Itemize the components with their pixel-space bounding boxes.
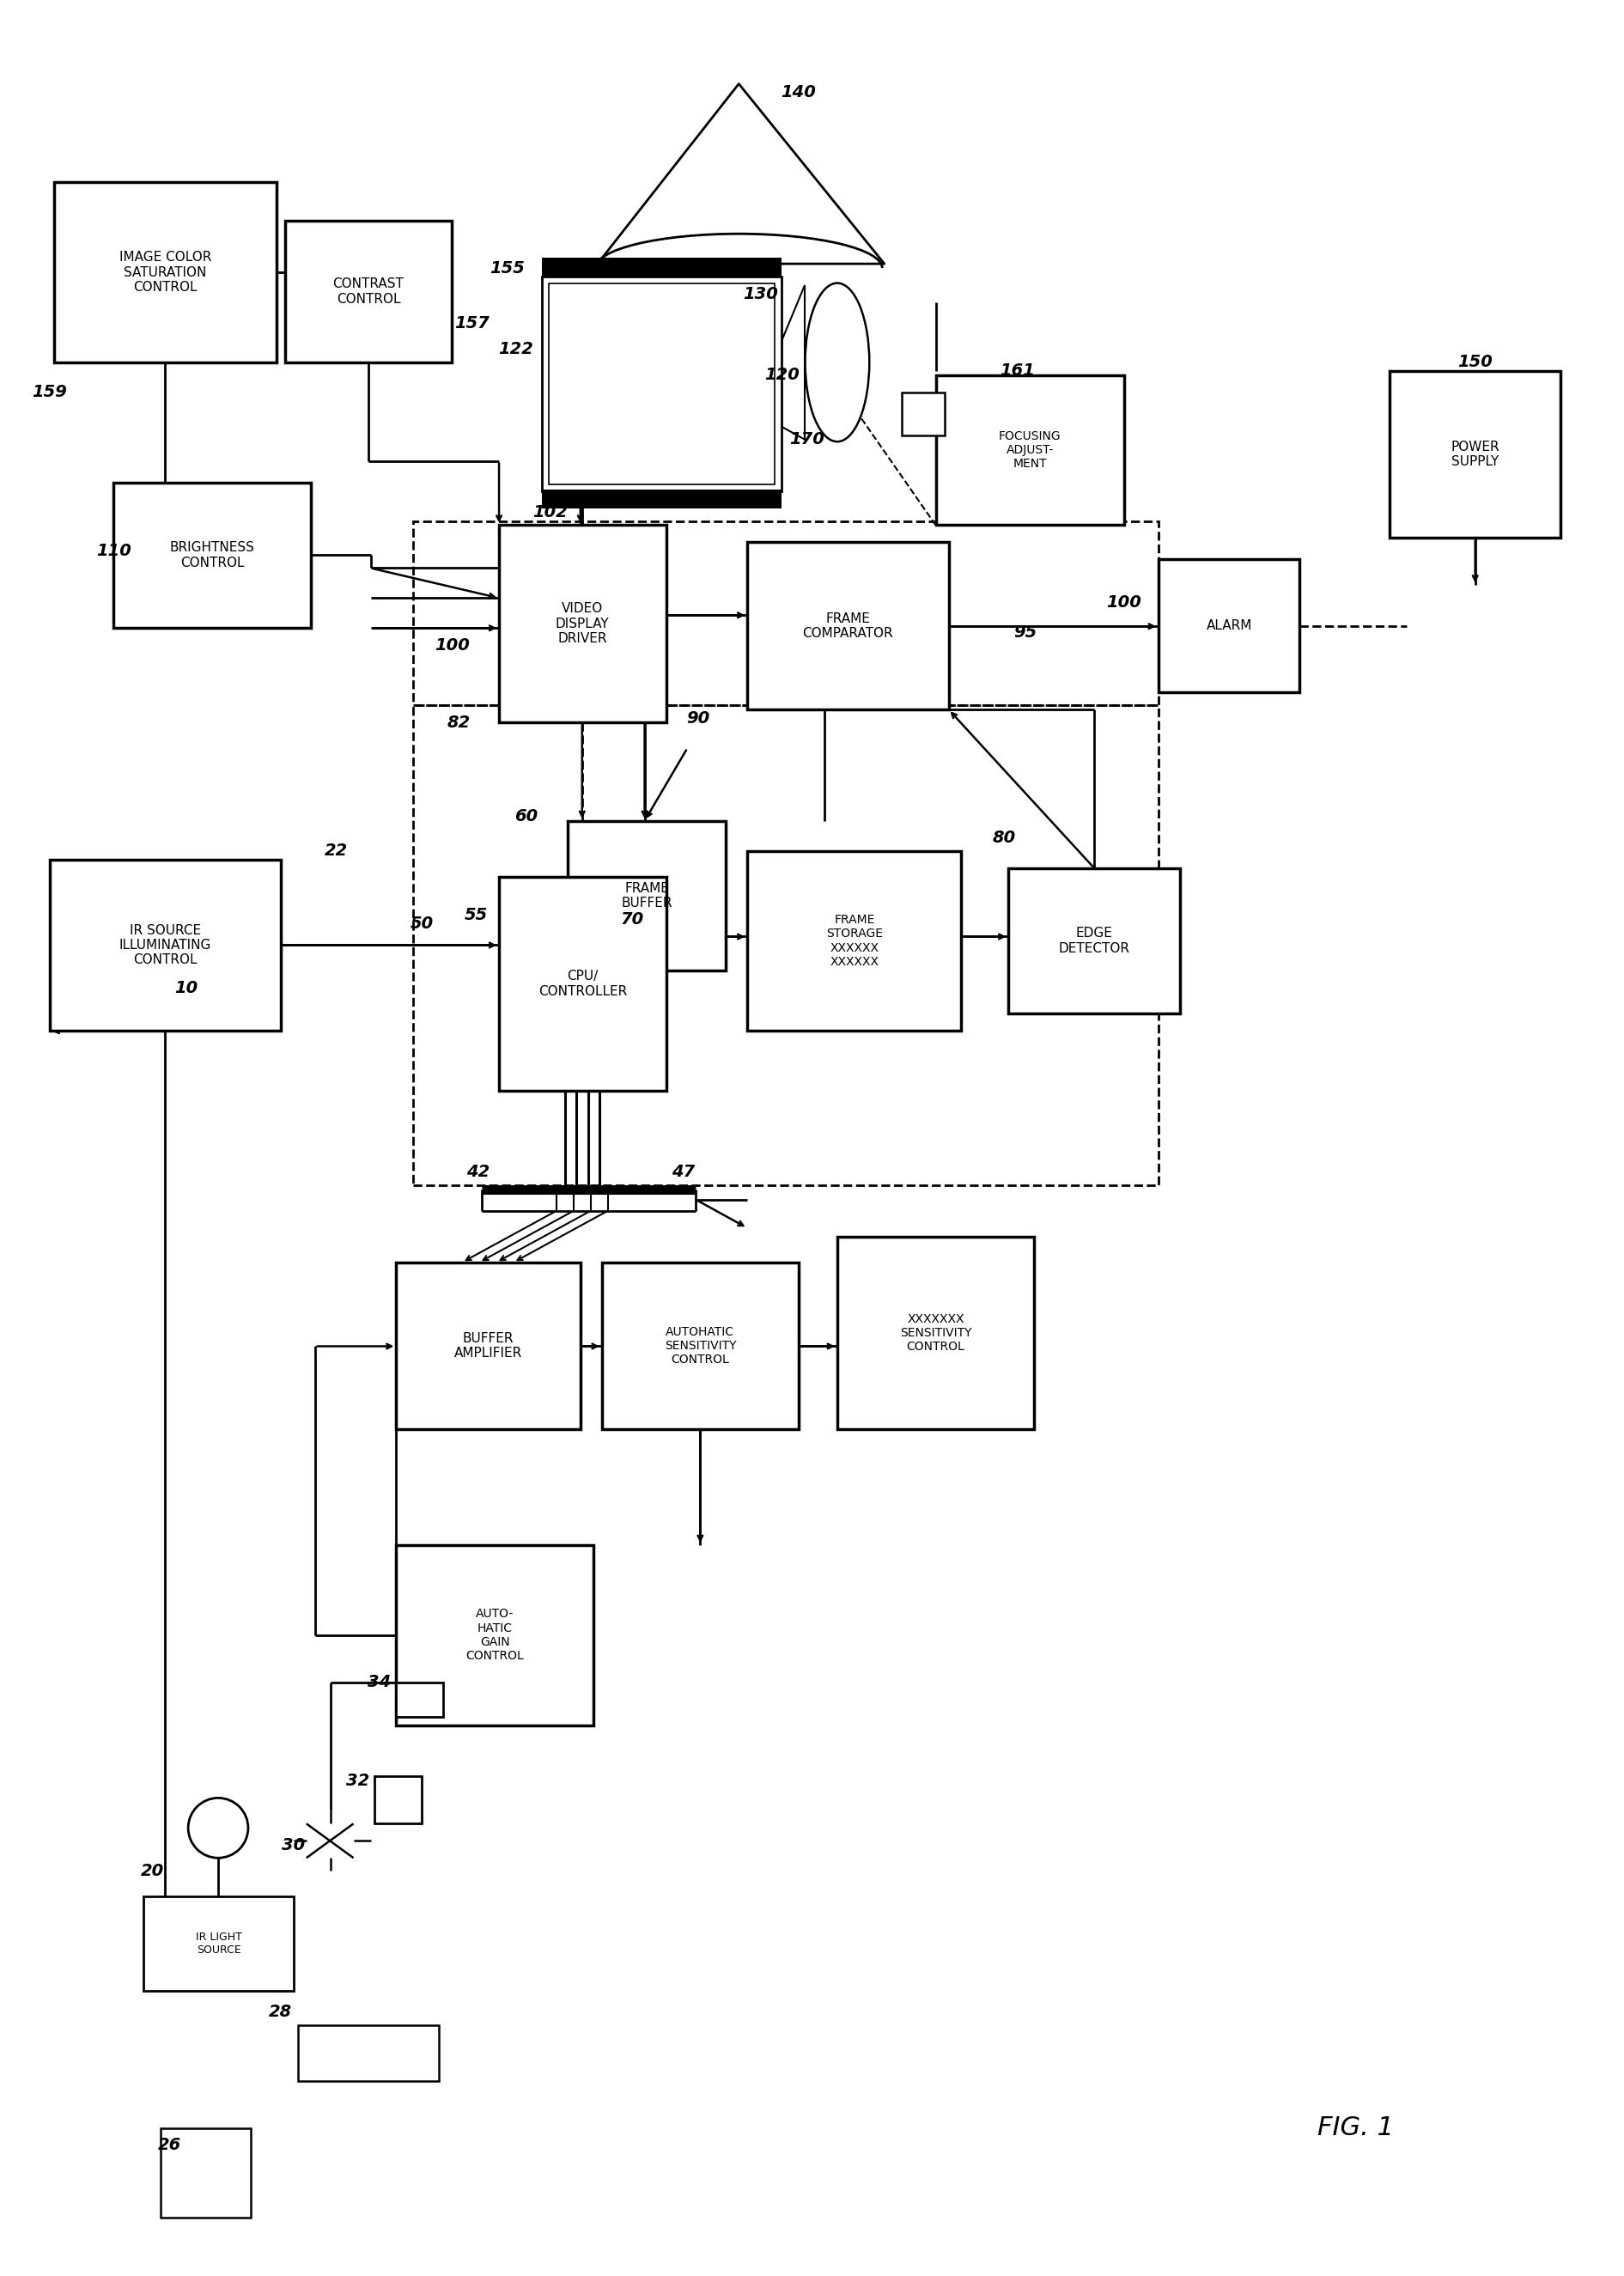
Text: 42: 42 <box>466 1163 489 1181</box>
Text: 110: 110 <box>96 542 132 560</box>
Text: 60: 60 <box>515 808 538 824</box>
Text: 120: 120 <box>763 366 799 382</box>
Text: POWER
SUPPLY: POWER SUPPLY <box>1450 442 1499 469</box>
Text: 157: 157 <box>455 316 489 332</box>
Text: 30: 30 <box>283 1837 305 1853</box>
Text: CPU/
CONTROLLER: CPU/ CONTROLLER <box>538 970 627 997</box>
FancyBboxPatch shape <box>499 876 666 1090</box>
Text: 122: 122 <box>499 341 534 357</box>
FancyBboxPatch shape <box>935 376 1124 526</box>
Text: 70: 70 <box>620 910 643 929</box>
Text: 100: 100 <box>434 637 469 653</box>
Text: FRAME
COMPARATOR: FRAME COMPARATOR <box>802 612 893 640</box>
Text: AUTOHATIC
SENSITIVITY
CONTROL: AUTOHATIC SENSITIVITY CONTROL <box>664 1327 736 1366</box>
Text: 155: 155 <box>490 259 525 275</box>
Text: EDGE
DETECTOR: EDGE DETECTOR <box>1059 926 1130 956</box>
FancyBboxPatch shape <box>284 221 451 362</box>
FancyBboxPatch shape <box>603 1263 799 1429</box>
FancyBboxPatch shape <box>114 483 310 628</box>
Polygon shape <box>781 284 806 439</box>
Text: 170: 170 <box>789 432 825 448</box>
Text: 26: 26 <box>158 2137 180 2153</box>
Bar <box>901 391 944 435</box>
Text: 20: 20 <box>141 1862 164 1880</box>
Text: BUFFER
AMPLIFIER: BUFFER AMPLIFIER <box>455 1331 523 1359</box>
FancyBboxPatch shape <box>838 1236 1034 1429</box>
FancyBboxPatch shape <box>567 822 726 972</box>
Text: XXXXXXX
SENSITIVITY
CONTROL: XXXXXXX SENSITIVITY CONTROL <box>900 1313 971 1352</box>
Text: 161: 161 <box>999 362 1034 380</box>
Text: BRIGHTNESS
CONTROL: BRIGHTNESS CONTROL <box>171 542 255 569</box>
FancyBboxPatch shape <box>549 284 775 485</box>
FancyBboxPatch shape <box>396 1545 593 1725</box>
Bar <box>396 1682 443 1716</box>
Text: 95: 95 <box>1013 624 1038 640</box>
FancyBboxPatch shape <box>747 542 948 710</box>
FancyBboxPatch shape <box>143 1896 294 1992</box>
Text: 22: 22 <box>325 842 348 858</box>
Text: 102: 102 <box>533 505 568 521</box>
FancyBboxPatch shape <box>1158 560 1299 692</box>
Text: 32: 32 <box>346 1773 369 1789</box>
FancyBboxPatch shape <box>747 851 961 1031</box>
Text: 159: 159 <box>32 385 67 401</box>
Text: CONTRAST
CONTROL: CONTRAST CONTROL <box>333 278 404 305</box>
Text: 47: 47 <box>671 1163 695 1181</box>
Text: 28: 28 <box>270 2005 292 2021</box>
Bar <box>375 1778 422 1823</box>
FancyBboxPatch shape <box>542 278 781 492</box>
Text: FIG. 1: FIG. 1 <box>1317 2114 1393 2139</box>
FancyBboxPatch shape <box>396 1263 580 1429</box>
Circle shape <box>188 1798 248 1857</box>
FancyBboxPatch shape <box>54 182 276 362</box>
Text: 90: 90 <box>685 710 710 726</box>
Text: 34: 34 <box>367 1675 391 1691</box>
Text: 10: 10 <box>175 981 198 997</box>
Text: 50: 50 <box>411 915 434 931</box>
Text: FRAME
BUFFER: FRAME BUFFER <box>622 883 672 910</box>
Text: FRAME
STORAGE
XXXXXX
XXXXXX: FRAME STORAGE XXXXXX XXXXXX <box>827 915 883 967</box>
Text: 100: 100 <box>1106 594 1142 610</box>
Text: IMAGE COLOR
SATURATION
CONTROL: IMAGE COLOR SATURATION CONTROL <box>119 250 211 294</box>
Text: 55: 55 <box>464 908 487 924</box>
Text: 130: 130 <box>742 284 778 303</box>
Bar <box>542 489 781 508</box>
Text: 80: 80 <box>992 831 1017 847</box>
FancyBboxPatch shape <box>1009 867 1179 1013</box>
Text: 150: 150 <box>1458 355 1492 371</box>
FancyBboxPatch shape <box>297 2026 438 2080</box>
Text: AUTO-
HATIC
GAIN
CONTROL: AUTO- HATIC GAIN CONTROL <box>466 1609 525 1661</box>
Ellipse shape <box>806 282 869 442</box>
FancyBboxPatch shape <box>161 2128 250 2217</box>
Text: IR SOURCE
ILLUMINATING
CONTROL: IR SOURCE ILLUMINATING CONTROL <box>119 924 211 967</box>
Text: VIDEO
DISPLAY
DRIVER: VIDEO DISPLAY DRIVER <box>555 603 609 644</box>
FancyBboxPatch shape <box>499 526 666 721</box>
FancyBboxPatch shape <box>49 860 281 1031</box>
Text: FOCUSING
ADJUST-
MENT: FOCUSING ADJUST- MENT <box>999 430 1060 471</box>
Text: 140: 140 <box>781 84 817 100</box>
Text: ALARM: ALARM <box>1207 619 1252 633</box>
FancyBboxPatch shape <box>1390 371 1561 537</box>
Bar <box>542 257 781 278</box>
Text: 82: 82 <box>447 715 471 731</box>
Text: IR LIGHT
SOURCE: IR LIGHT SOURCE <box>195 1932 242 1955</box>
